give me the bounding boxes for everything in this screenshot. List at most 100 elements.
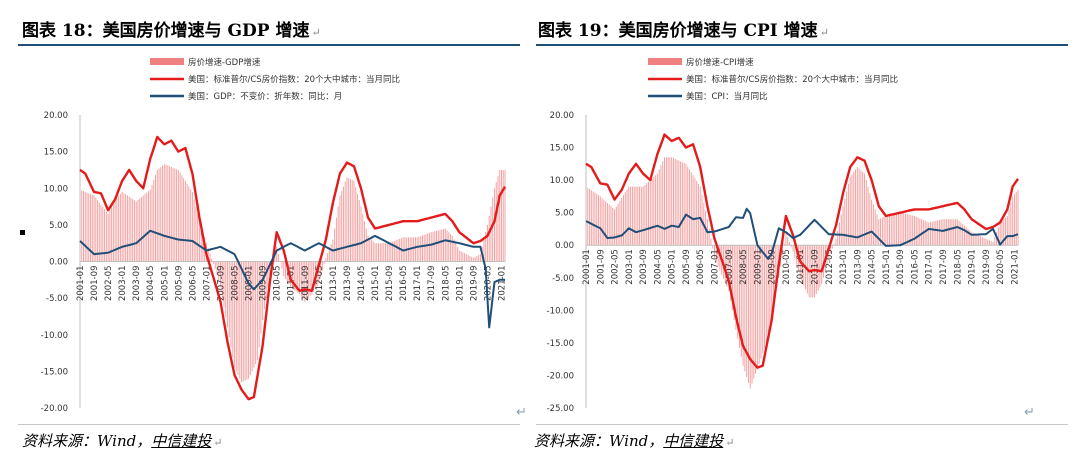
bar (383, 243, 385, 262)
bar (469, 256, 471, 262)
bar (649, 180, 651, 246)
bar (385, 243, 387, 262)
bar (179, 172, 181, 262)
bar (355, 187, 357, 262)
bar (160, 167, 162, 262)
bar (1010, 202, 1012, 246)
y-tick-label: 15.00 (44, 148, 68, 158)
bar (853, 171, 855, 246)
bar (126, 195, 128, 262)
bar (733, 245, 735, 321)
bar (83, 191, 84, 262)
bar (365, 228, 367, 262)
bar (644, 184, 646, 246)
bar (114, 199, 116, 262)
bar (212, 261, 214, 264)
bar (455, 243, 457, 262)
bar (715, 245, 717, 263)
bar (244, 261, 246, 381)
bar (612, 207, 614, 246)
bar (123, 193, 125, 262)
y-tick-label: -20.00 (547, 371, 574, 381)
bar (689, 169, 691, 246)
bar (794, 245, 796, 259)
bar (844, 198, 846, 246)
bar (149, 189, 151, 262)
bar (767, 245, 769, 335)
bar (822, 245, 824, 278)
bar (1001, 220, 1003, 246)
bar (392, 241, 394, 262)
bar (249, 261, 251, 376)
bar (148, 191, 149, 262)
bar (894, 213, 896, 246)
bar (847, 184, 849, 246)
bar (997, 227, 999, 246)
chart-title: 图表 18：美国房价增速与 GDP 增速 ↵ (22, 21, 321, 41)
bar (485, 232, 487, 262)
bar (349, 179, 351, 262)
y-tick-label: -5.00 (46, 294, 68, 304)
series-line (79, 229, 505, 329)
bar (304, 261, 306, 302)
x-tick-label: 2019-01 (968, 249, 978, 285)
bar (321, 261, 323, 271)
x-tick-label: 2009-09 (259, 266, 269, 302)
bar (109, 210, 111, 262)
bar (755, 245, 757, 374)
bar (344, 181, 346, 262)
x-tick-label: 2012-05 (825, 249, 835, 285)
bar (814, 245, 815, 298)
bar (318, 261, 320, 284)
bar (851, 174, 853, 246)
bar (589, 189, 591, 246)
bar (623, 195, 624, 246)
y-tick-label: 0.00 (555, 241, 574, 251)
chart-panel-19: 图表 19：美国房价增速与 CPI 增速 ↵ 房价增速-CPI增速 美国：标准普尔/… (528, 0, 1073, 468)
bar (341, 191, 343, 262)
bar (88, 193, 90, 262)
x-tick-label: 2013-09 (343, 266, 353, 302)
bar (116, 197, 118, 262)
x-tick-label: 2006-05 (696, 249, 706, 285)
bar (430, 232, 432, 262)
bar (587, 187, 589, 246)
bar (153, 179, 155, 262)
bar (416, 237, 418, 262)
bar (218, 261, 220, 282)
bar (639, 186, 641, 246)
bar (423, 234, 425, 262)
bar (714, 245, 716, 259)
bar (969, 230, 971, 246)
bottom-rule (18, 424, 520, 425)
bar (142, 195, 144, 262)
bar (610, 206, 612, 246)
bar (130, 197, 132, 262)
bar (237, 261, 239, 376)
bar (137, 199, 139, 262)
y-tick-label: -10.00 (547, 306, 574, 316)
bar (221, 261, 223, 298)
bar (749, 245, 751, 389)
bar (429, 232, 430, 262)
bar (924, 220, 926, 246)
x-tick-label: 2012-05 (315, 266, 325, 302)
bar (949, 219, 951, 246)
bar (833, 243, 835, 246)
bar (746, 245, 748, 378)
bar (660, 165, 662, 246)
bar (395, 240, 397, 262)
bar (896, 213, 898, 246)
bar (751, 245, 753, 384)
bar (234, 261, 236, 368)
x-tick-label: 2010-05 (782, 249, 792, 285)
bar (132, 199, 134, 262)
y-tick-label: 5.00 (555, 209, 574, 219)
bar (111, 206, 113, 262)
bar (81, 190, 83, 262)
x-tick-label: 2002-05 (611, 249, 621, 285)
bar (169, 166, 171, 262)
bar (437, 230, 439, 262)
bar (903, 213, 905, 246)
bar (890, 214, 892, 246)
